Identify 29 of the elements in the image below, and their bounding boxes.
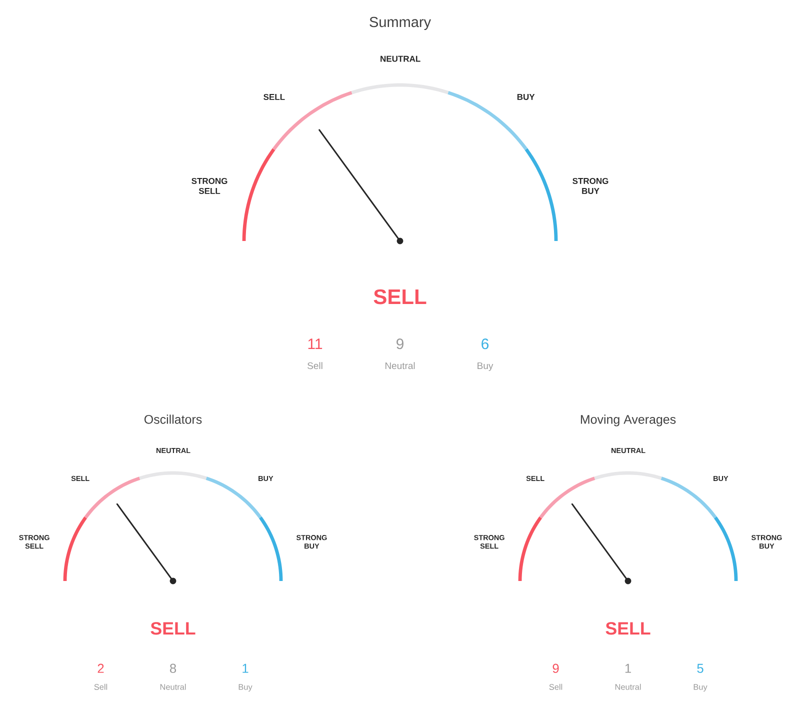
text: 5 <box>697 664 704 673</box>
slice-label: STRONG BUY <box>572 178 608 194</box>
chart-title: Summary <box>370 16 431 30</box>
text: 8 <box>170 664 176 673</box>
text: 9 <box>396 338 404 350</box>
text: 6 <box>482 338 489 350</box>
text: SELL <box>150 622 196 635</box>
chart-title: Oscillators <box>144 414 202 424</box>
text: 1 <box>242 664 248 673</box>
text: Buy <box>694 684 708 692</box>
text: SELL <box>606 622 650 635</box>
slice-label: SELL <box>264 94 285 100</box>
slice-label: BUY <box>517 94 535 100</box>
text: 9 <box>552 664 559 673</box>
chart-title: Moving Averages <box>580 414 676 426</box>
text: Neutral <box>160 684 186 690</box>
text: SELL <box>374 289 426 304</box>
text: Buy <box>238 684 252 692</box>
text: 11 <box>308 338 322 349</box>
text: Neutral <box>615 684 641 690</box>
text: 1 <box>625 664 631 673</box>
slice-label: NEUTRAL <box>380 56 420 62</box>
text: 2 <box>98 664 104 673</box>
text: Neutral <box>385 362 415 370</box>
text: Sell <box>94 684 108 690</box>
text: Sell <box>308 362 322 370</box>
text: Buy <box>478 362 494 371</box>
text: Sell <box>549 684 562 690</box>
slice-label: STRONG SELL <box>192 178 228 194</box>
